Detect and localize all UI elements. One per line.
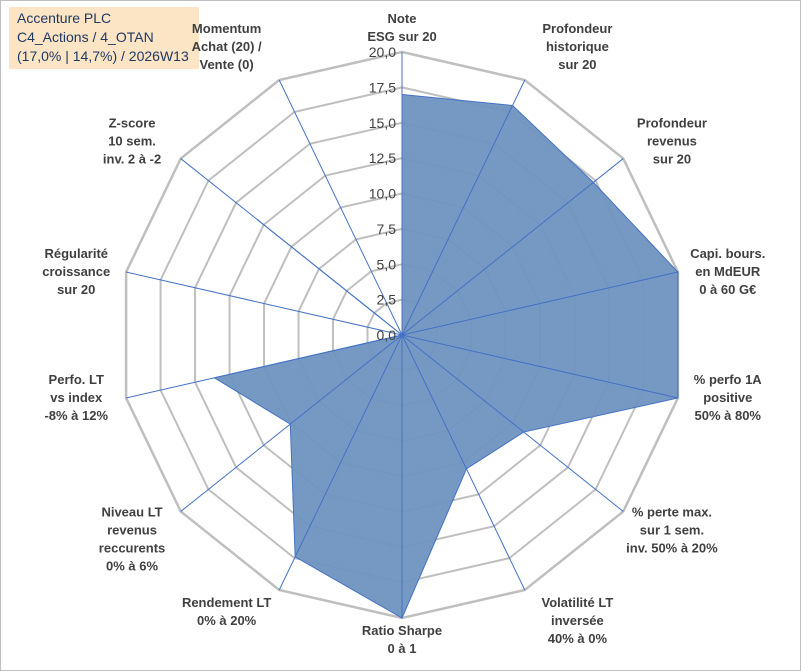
axis-label: 0 à 60 G€ — [699, 282, 756, 297]
axis-label: inv. 2 à -2 — [103, 152, 161, 167]
axis-label: historique — [546, 39, 609, 54]
axis-label: 40% à 0% — [548, 631, 608, 646]
axis-label: sur 1 sem. — [640, 522, 704, 537]
axis-label: Capi. bours. — [690, 246, 765, 261]
axis-label: revenus — [107, 522, 157, 537]
radial-tick-label: 0,0 — [377, 327, 397, 343]
axis-label: inversée — [551, 613, 604, 628]
radial-tick-label: 2,5 — [377, 292, 397, 308]
axis-spoke — [278, 79, 403, 336]
axis-label: ESG sur 20 — [367, 29, 436, 44]
axis-label: 0 à 1 — [388, 641, 417, 656]
axis-label: sur 20 — [558, 57, 596, 72]
title-company: Accenture PLC — [17, 10, 112, 26]
axis-label: Profondeur — [637, 116, 707, 131]
radial-tick-label: 12,5 — [369, 150, 396, 166]
axis-label: Vente (0) — [200, 57, 254, 72]
radial-tick-label: 17,5 — [369, 79, 396, 95]
chart-title-box: Accenture PLC C4_Actions / 4_OTAN (17,0%… — [9, 7, 199, 69]
axis-spoke — [401, 79, 526, 336]
axis-label: Rendement LT — [182, 595, 271, 610]
axis-label: % perfo 1A — [694, 372, 763, 387]
axis-label: croissance — [42, 264, 110, 279]
axis-spoke — [125, 271, 403, 336]
axis-label: Niveau LT — [101, 504, 162, 519]
axis-spoke — [401, 271, 679, 336]
axis-label: % perte max. — [632, 504, 712, 519]
axis-spoke — [180, 334, 403, 512]
radial-tick-label: 10,0 — [369, 186, 396, 202]
data-series-polygon — [213, 93, 679, 619]
axis-spoke — [401, 334, 624, 512]
axis-label: Ratio Sharpe — [362, 623, 442, 638]
axis-label: Achat (20) / — [192, 39, 262, 54]
axis-label: sur 20 — [57, 282, 95, 297]
axis-spoke — [401, 158, 624, 336]
axis-label: positive — [703, 390, 752, 405]
radial-tick-label: 5,0 — [377, 256, 397, 272]
axis-label: reccurents — [99, 540, 165, 555]
axis-label: revenus — [647, 134, 697, 149]
axis-spoke — [401, 334, 526, 591]
axis-label: Perfo. LT — [49, 372, 104, 387]
axis-label: 10 sem. — [108, 134, 156, 149]
axis-label: en MdEUR — [695, 264, 761, 279]
axis-label: Momentum — [192, 21, 261, 36]
axis-spoke — [278, 334, 403, 591]
axis-spoke — [125, 334, 403, 399]
axis-label: 50% à 80% — [695, 408, 762, 423]
axis-label: Régularité — [44, 246, 108, 261]
axis-label: sur 20 — [653, 152, 691, 167]
title-portfolio: C4_Actions / 4_OTAN — [17, 29, 154, 45]
axis-label: -8% à 12% — [44, 408, 108, 423]
axis-label: Z-score — [109, 116, 156, 131]
axis-spoke — [180, 158, 403, 336]
radial-tick-label: 7,5 — [377, 221, 397, 237]
axis-label: Profondeur — [542, 21, 612, 36]
axis-label: 0% à 20% — [197, 613, 257, 628]
radial-tick-label: 20,0 — [369, 44, 396, 60]
axis-label: 0% à 6% — [106, 558, 158, 573]
radial-tick-label: 15,0 — [369, 115, 396, 131]
axis-label: inv. 50% à 20% — [626, 540, 718, 555]
axis-label: vs index — [50, 390, 103, 405]
title-performance: (17,0% | 14,7%) / 2026W13 — [17, 48, 189, 64]
axis-label: Volatilité LT — [542, 595, 614, 610]
axis-label: Note — [388, 11, 417, 26]
axis-spoke — [401, 334, 679, 399]
